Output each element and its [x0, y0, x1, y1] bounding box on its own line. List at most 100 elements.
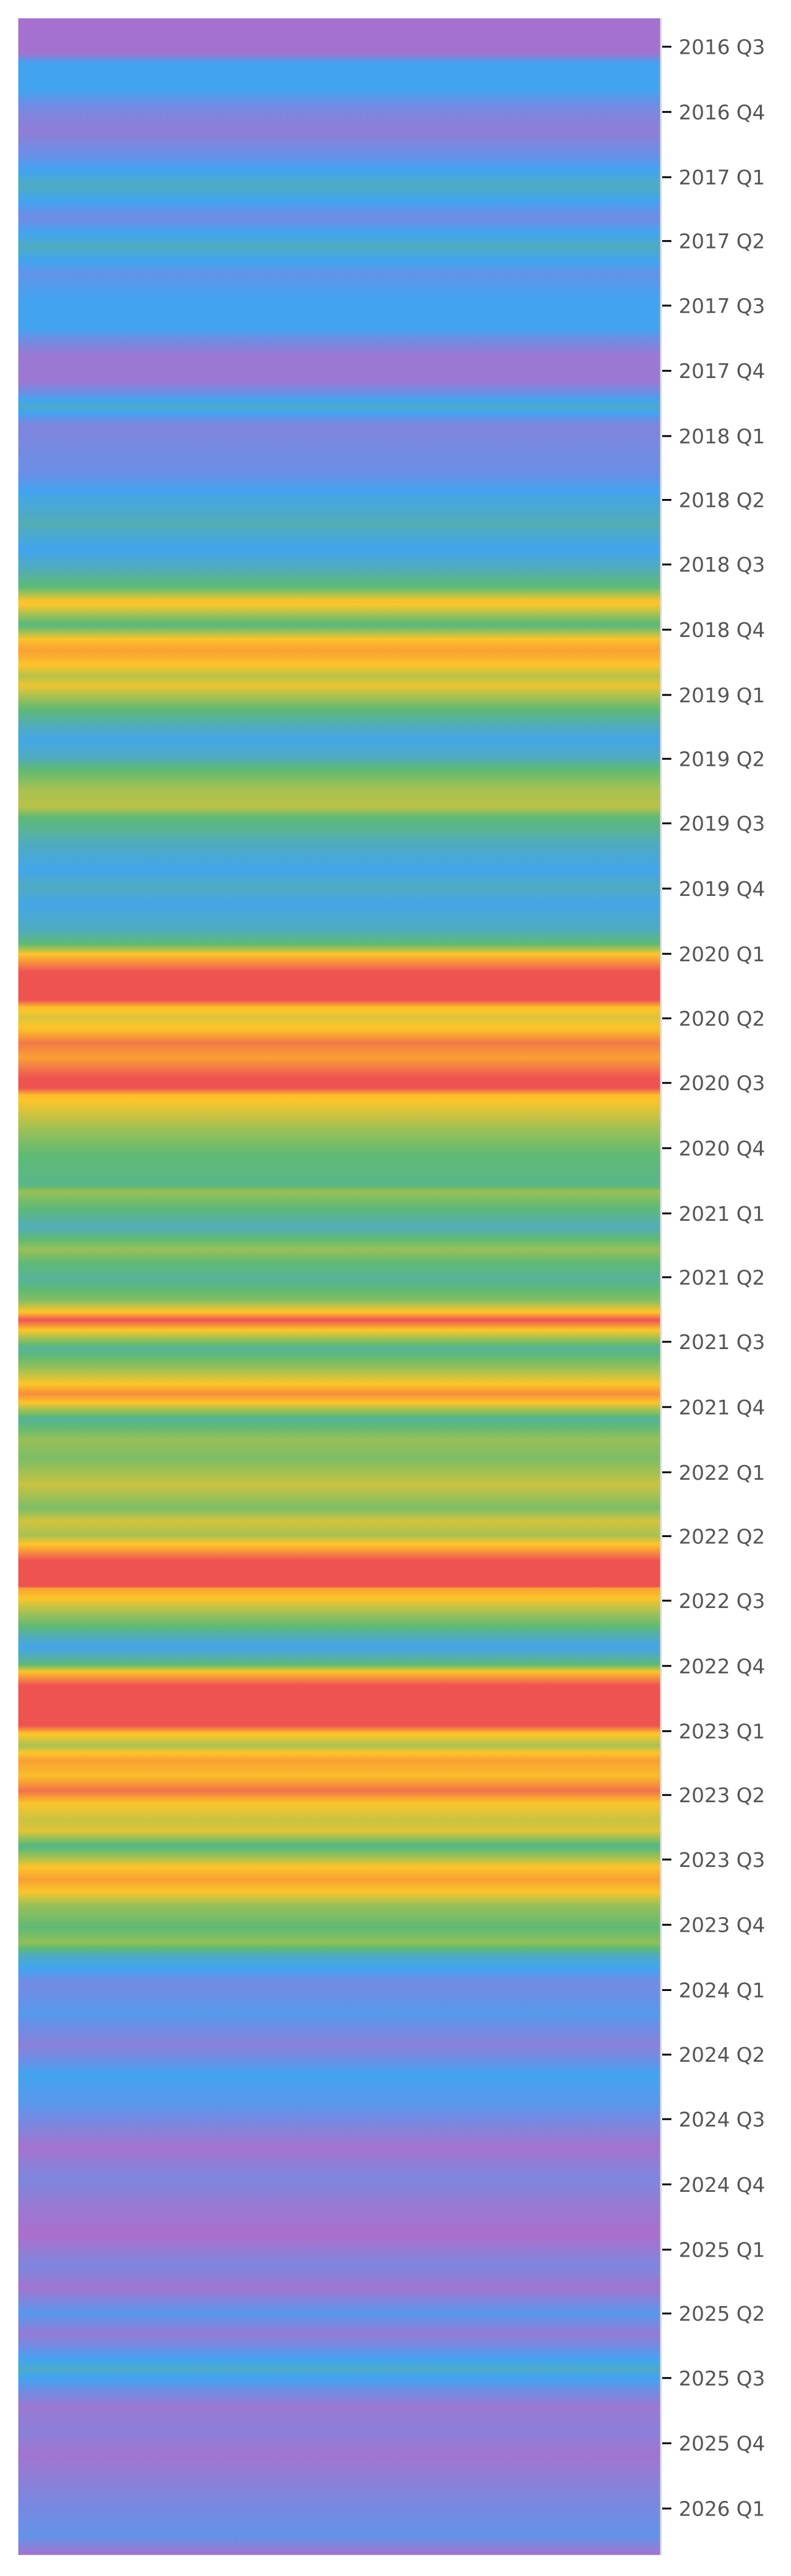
stripe-segment — [18, 158, 661, 186]
y-tick-label: 2019 Q2 — [679, 747, 765, 771]
stripe-segment — [18, 2536, 661, 2555]
y-tick-label: 2017 Q4 — [679, 359, 765, 383]
y-tick-label: 2018 Q4 — [679, 618, 765, 642]
stripe-segment — [18, 1775, 661, 1791]
stripe-segment — [18, 1320, 661, 1330]
stripe-segment — [18, 602, 661, 613]
y-tick-label: 2022 Q4 — [679, 1654, 765, 1678]
stripe-segment — [18, 1984, 661, 2015]
y-tick-label: 2019 Q1 — [679, 683, 765, 707]
stripe-segment — [18, 887, 661, 904]
y-tick-label: 2025 Q3 — [679, 2367, 765, 2390]
stripe-segment — [18, 109, 661, 132]
stripe-segment — [18, 1368, 661, 1386]
stripe-segment — [18, 1207, 661, 1228]
stripe-segment — [18, 1110, 661, 1131]
stripe-segment — [18, 1312, 661, 1320]
stripe-segment — [18, 2235, 661, 2266]
y-tick-label: 2025 Q4 — [679, 2432, 765, 2456]
stripe-segment — [18, 2455, 661, 2503]
stripe-segment — [18, 971, 661, 1000]
stripe-segment — [18, 1191, 661, 1208]
stripe-segment — [18, 1419, 661, 1440]
stripe-segment — [18, 612, 661, 625]
y-tick-label: 2021 Q2 — [679, 1265, 765, 1289]
stripe-segment — [18, 1889, 661, 1905]
y-tick-label: 2018 Q2 — [679, 489, 765, 512]
stripe-segment — [18, 1401, 661, 1420]
stripe-segment — [18, 1184, 661, 1192]
stripe-segment — [18, 1831, 661, 1847]
stripe-segment — [18, 1626, 661, 1648]
stripe-segment — [18, 662, 661, 677]
y-tick-label: 2022 Q3 — [679, 1589, 765, 1613]
y-tick-label: 2024 Q2 — [679, 2043, 765, 2067]
stripe-segment — [18, 807, 661, 818]
stripe-segment — [18, 2288, 661, 2314]
stripe-segment — [18, 406, 661, 426]
y-tick-label: 2019 Q4 — [679, 877, 765, 901]
stripe-segment — [18, 769, 661, 791]
stripe-segment — [18, 740, 661, 758]
stripe-segment — [18, 1927, 661, 1943]
stripe-segment — [18, 1760, 661, 1777]
stripe-segment — [18, 1393, 661, 1402]
stripe-segment — [18, 2266, 661, 2288]
stripe-segment — [18, 1535, 661, 1546]
stripe-segment — [18, 1057, 661, 1079]
stripe-segment — [18, 1866, 661, 1880]
stripe-segment — [18, 1595, 661, 1612]
stripe-segment — [18, 685, 661, 710]
stripe-segment — [18, 131, 661, 159]
stripe-segment — [18, 1664, 661, 1673]
stripe-segment — [18, 425, 661, 474]
stripe-segment — [18, 1725, 661, 1733]
stripe-segment — [18, 272, 661, 301]
stripe-segment — [18, 929, 661, 945]
stripe-segment — [18, 549, 661, 575]
y-tick-label: 2017 Q3 — [679, 294, 765, 318]
y-tick-label: 2022 Q1 — [679, 1461, 765, 1485]
stripe-segment — [18, 624, 661, 641]
y-tick-label: 2017 Q2 — [679, 230, 765, 253]
y-tick-label: 2021 Q4 — [679, 1395, 765, 1419]
stripe-segment — [18, 757, 661, 770]
stripe-segment — [18, 2209, 661, 2236]
y-tick-label: 2023 Q3 — [679, 1848, 765, 1872]
stripe-segment — [18, 2432, 661, 2456]
stripe-segment — [18, 640, 661, 651]
stripe-segment — [18, 1611, 661, 1627]
y-tick-label: 2018 Q1 — [679, 424, 765, 448]
stripe-segment — [18, 817, 661, 840]
stripe-segment — [18, 18, 661, 53]
stripe-segment — [18, 1078, 661, 1088]
stripe-segment — [18, 1017, 661, 1030]
stripe-segment — [18, 1588, 661, 1596]
y-tick-label: 2020 Q1 — [679, 942, 765, 966]
stripe-segment — [18, 1545, 661, 1561]
stripe-segment — [18, 1820, 661, 1832]
stripe-segment — [18, 300, 661, 328]
stripe-segment — [18, 1457, 661, 1486]
y-tick-label: 2016 Q3 — [679, 35, 765, 59]
stripe-segment — [18, 1094, 661, 1112]
y-tick-label: 2023 Q4 — [679, 1913, 765, 1937]
stripe-segment — [18, 1955, 661, 1969]
stripe-segment — [18, 1279, 661, 1301]
y-tick-label: 2024 Q3 — [679, 2108, 765, 2131]
stripe-segment — [18, 903, 661, 930]
stripe-segment — [18, 944, 661, 955]
stripe-segment — [18, 1386, 661, 1394]
stripe-segment — [18, 790, 661, 808]
stripe-segment — [18, 1905, 661, 1928]
stripe-segment — [18, 1439, 661, 1458]
stripe-segment — [18, 1879, 661, 1890]
stripe-segment — [18, 1846, 661, 1868]
stripe-segment — [18, 1250, 661, 1263]
y-tick-label: 2021 Q1 — [679, 1202, 765, 1226]
stripe-segment — [18, 52, 661, 64]
y-tick-label: 2020 Q4 — [679, 1137, 765, 1160]
stripe-segment — [18, 1006, 661, 1018]
y-tick-label: 2016 Q4 — [679, 100, 765, 124]
